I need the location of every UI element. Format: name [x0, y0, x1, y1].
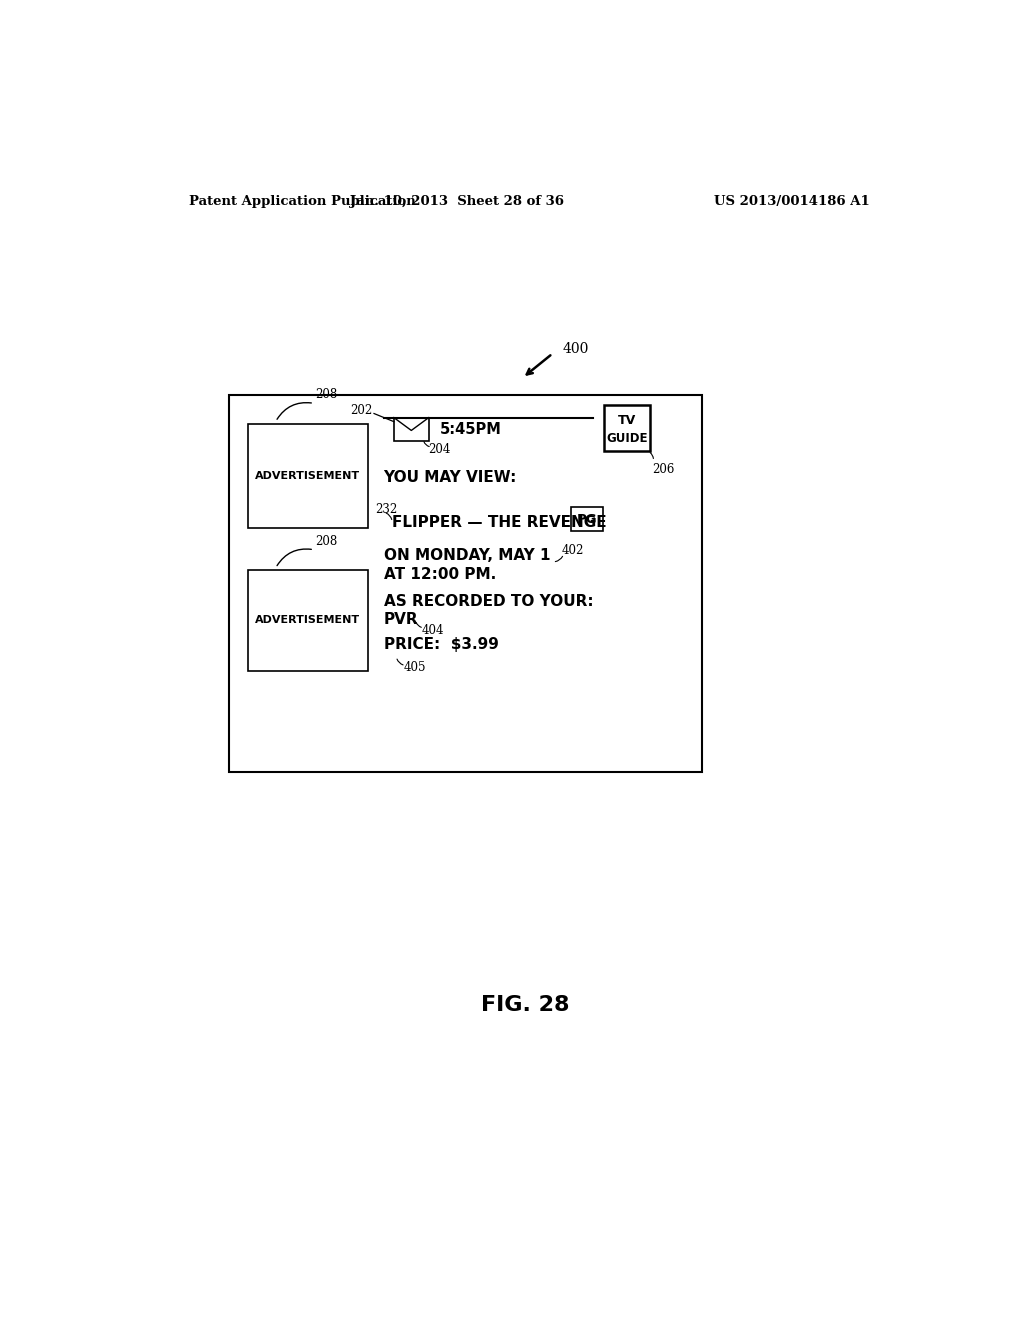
- Text: YOU MAY VIEW:: YOU MAY VIEW:: [384, 470, 517, 484]
- Text: AT 12:00 PM.: AT 12:00 PM.: [384, 566, 496, 582]
- Text: 208: 208: [315, 535, 338, 548]
- Text: TV: TV: [618, 414, 636, 426]
- Text: AS RECORDED TO YOUR:: AS RECORDED TO YOUR:: [384, 594, 593, 609]
- Bar: [570, 507, 602, 532]
- Text: 204: 204: [428, 442, 451, 455]
- Bar: [248, 424, 368, 528]
- Text: FLIPPER — THE REVENGE: FLIPPER — THE REVENGE: [392, 515, 607, 529]
- Text: ADVERTISEMENT: ADVERTISEMENT: [255, 615, 360, 626]
- Text: ON MONDAY, MAY 1: ON MONDAY, MAY 1: [384, 548, 550, 564]
- Text: PRICE:  $3.99: PRICE: $3.99: [384, 636, 499, 652]
- Text: 206: 206: [652, 463, 675, 477]
- Text: 5:45PM: 5:45PM: [440, 422, 502, 437]
- Bar: [248, 570, 368, 671]
- Text: 202: 202: [350, 404, 373, 417]
- Text: FIG. 28: FIG. 28: [480, 995, 569, 1015]
- Text: ADVERTISEMENT: ADVERTISEMENT: [255, 471, 360, 480]
- Text: Jan. 10, 2013  Sheet 28 of 36: Jan. 10, 2013 Sheet 28 of 36: [350, 194, 564, 207]
- Text: PVR: PVR: [384, 612, 418, 627]
- Bar: [604, 405, 650, 451]
- Bar: [394, 417, 429, 441]
- Text: 232: 232: [375, 503, 397, 516]
- Bar: [228, 395, 701, 772]
- Text: 400: 400: [563, 342, 589, 356]
- Text: US 2013/0014186 A1: US 2013/0014186 A1: [715, 194, 870, 207]
- Text: PG: PG: [577, 512, 597, 525]
- Text: GUIDE: GUIDE: [606, 432, 648, 445]
- Text: Patent Application Publication: Patent Application Publication: [189, 194, 416, 207]
- Text: 402: 402: [562, 544, 585, 557]
- Text: 405: 405: [403, 661, 426, 675]
- Text: 208: 208: [315, 388, 338, 401]
- Text: 404: 404: [422, 623, 444, 636]
